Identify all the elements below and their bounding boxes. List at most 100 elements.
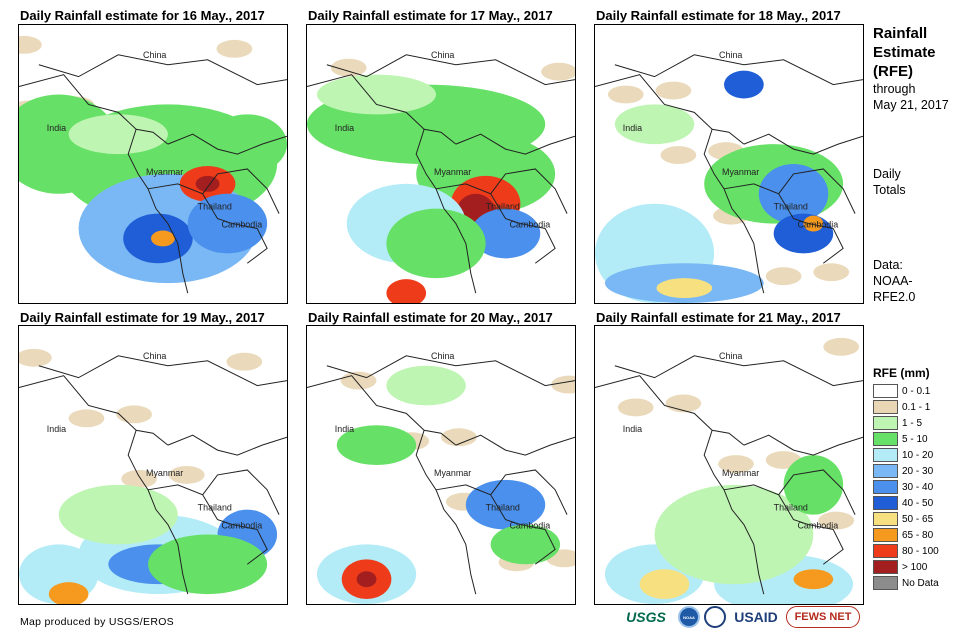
rainfall-map-3: China India Myanmar Thailand Cambodia [594, 24, 864, 304]
data-source-line: NOAA- [873, 274, 913, 288]
drizzle-patch [823, 337, 860, 356]
label-thailand: Thailand [198, 202, 232, 212]
country-border [778, 469, 856, 515]
fewsnet-logo-text: FEWS NET [794, 611, 852, 623]
rainfall-area [803, 215, 824, 232]
drizzle-patch [441, 428, 477, 447]
agency-logos: USGS NOAA USAID FEWS NET [618, 606, 860, 628]
legend-item: 0 - 0.1 [873, 383, 939, 399]
label-myanmar: Myanmar [434, 167, 471, 177]
drizzle-patch [551, 375, 575, 394]
data-source-line: RFE2.0 [873, 290, 916, 304]
label-thailand: Thailand [486, 503, 520, 513]
legend: 0 - 0.1 0.1 - 1 1 - 5 5 - 10 10 - 20 20 … [873, 383, 939, 591]
country-border [127, 129, 189, 294]
country-border [490, 168, 568, 214]
panel-title-1: Daily Rainfall estimate for 16 May., 201… [20, 8, 265, 23]
country-border [147, 183, 268, 264]
country-border [19, 375, 169, 446]
label-cambodia: Cambodia [221, 521, 262, 531]
drizzle-patch [660, 146, 697, 164]
label-myanmar: Myanmar [146, 167, 183, 177]
legend-label: 20 - 30 [902, 465, 934, 477]
rainfall-area [386, 365, 466, 406]
rainfall-map-2: China India Myanmar Thailand Cambodia [306, 24, 576, 304]
drizzle-patch [655, 81, 692, 100]
country-border [703, 129, 765, 294]
legend-swatch [873, 384, 898, 398]
legend-label: > 100 [902, 561, 928, 573]
rainfall-area [187, 193, 268, 254]
country-border [435, 484, 556, 565]
drizzle-patch [121, 469, 157, 488]
country-border [202, 168, 280, 214]
rainfall-area [758, 164, 829, 224]
label-china: China [431, 50, 454, 60]
country-border [703, 430, 765, 595]
label-cambodia: Cambodia [509, 521, 550, 531]
country-border [167, 133, 287, 155]
country-border [778, 168, 856, 214]
label-thailand: Thailand [486, 202, 520, 212]
label-china: China [719, 351, 742, 361]
legend-item: 5 - 10 [873, 431, 939, 447]
legend-item: No Data [873, 575, 939, 591]
rainfall-area [656, 278, 713, 299]
rainfall-area [195, 175, 220, 192]
country-border [614, 355, 863, 387]
rainfall-area [48, 582, 89, 604]
legend-swatch [873, 480, 898, 494]
totals-note: Daily Totals [873, 166, 963, 198]
drizzle-patch [116, 405, 153, 424]
map-title-block: Rainfall Estimate (RFE) through May 21, … [873, 24, 963, 113]
legend-swatch [873, 528, 898, 542]
legend-item: 10 - 20 [873, 447, 939, 463]
legend-title: RFE (mm) [873, 366, 930, 380]
country-border [167, 434, 287, 456]
through-line: through [873, 82, 916, 96]
country-border [307, 74, 457, 145]
map-title-line: (RFE) [873, 63, 913, 80]
country-border [723, 484, 844, 565]
legend-label: 50 - 65 [902, 513, 934, 525]
country-border [595, 74, 745, 145]
rainfall-map-4: China India Myanmar Thailand Cambodia [18, 325, 288, 605]
legend-label: 0.1 - 1 [902, 401, 931, 413]
country-border [19, 74, 169, 145]
rainfall-map-5: China India Myanmar Thailand Cambodia [306, 325, 576, 605]
usgs-logo: USGS [618, 606, 674, 628]
legend-label: 10 - 20 [902, 449, 934, 461]
usaid-seal-icon [704, 606, 726, 628]
rainfall-map-1: China India Myanmar Thailand Cambodia [18, 24, 288, 304]
rainfall-area [386, 279, 427, 303]
rainfall-area [207, 114, 287, 174]
rainfall-area [58, 484, 178, 545]
legend-item: > 100 [873, 559, 939, 575]
country-border [595, 375, 745, 446]
label-cambodia: Cambodia [221, 220, 262, 230]
legend-item: 80 - 100 [873, 543, 939, 559]
drizzle-patch [330, 58, 367, 77]
label-india: India [623, 424, 642, 434]
country-border [326, 355, 575, 387]
label-myanmar: Myanmar [722, 468, 759, 478]
label-india: India [335, 123, 354, 133]
panel-title-6: Daily Rainfall estimate for 21 May., 201… [596, 310, 841, 325]
label-myanmar: Myanmar [434, 468, 471, 478]
country-border [38, 54, 287, 86]
label-cambodia: Cambodia [509, 220, 550, 230]
drizzle-patch [19, 35, 42, 54]
noaa-logo: NOAA [678, 606, 700, 628]
label-thailand: Thailand [774, 202, 808, 212]
usaid-logo: USAID [730, 606, 782, 628]
country-border [743, 133, 863, 155]
country-border [723, 183, 844, 264]
panel-title-3: Daily Rainfall estimate for 18 May., 201… [596, 8, 841, 23]
drizzle-patch [216, 39, 253, 58]
rainfall-area [356, 571, 377, 588]
drizzle-patch [19, 348, 52, 367]
drizzle-patch [340, 371, 377, 390]
drizzle-patch [617, 398, 654, 417]
drizzle-patch [168, 465, 205, 484]
data-source-note: Data: NOAA- RFE2.0 [873, 257, 963, 305]
